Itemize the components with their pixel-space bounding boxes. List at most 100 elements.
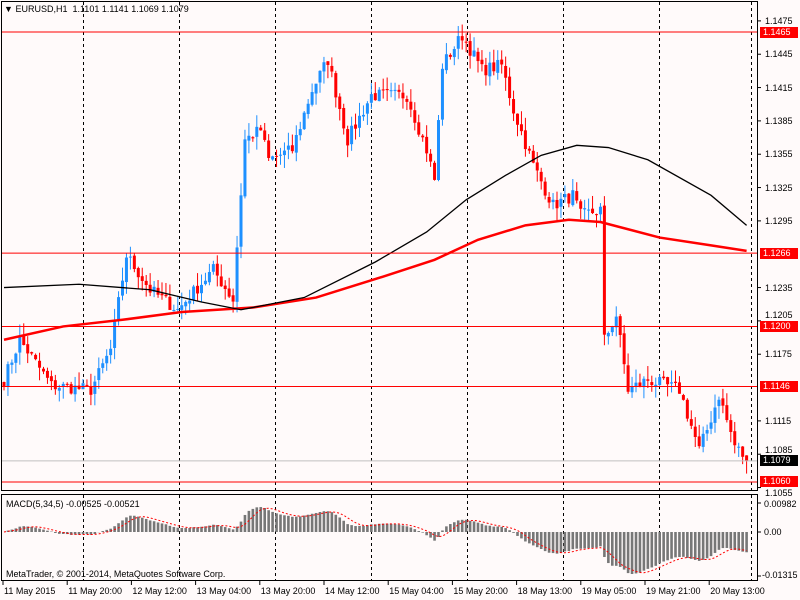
chart-header: ▼ EURUSD,H1 1.1101 1.1141 1.1069 1.1079	[4, 4, 189, 14]
candle-body	[468, 41, 472, 56]
candle-body	[460, 36, 464, 41]
price-tick-label: 1.1235	[765, 282, 793, 293]
candle-body	[140, 276, 144, 281]
macd-histogram-bar	[449, 524, 452, 532]
candle-body	[681, 395, 685, 400]
macd-histogram-bar	[547, 532, 551, 553]
price-tick-label: 1.1475	[765, 15, 793, 26]
macd-histogram-bar	[374, 524, 377, 532]
candle-body	[34, 354, 38, 360]
candle-body	[385, 89, 389, 91]
macd-histogram-bar	[14, 528, 18, 532]
candle-body	[326, 61, 330, 65]
candle-body	[57, 387, 61, 391]
macd-histogram-bar	[334, 514, 338, 532]
time-axis-label: 19 May 05:00	[581, 586, 637, 596]
candle-body	[658, 377, 662, 386]
macd-histogram-bar	[433, 532, 436, 541]
macd-histogram-bar	[413, 529, 417, 532]
candle-body	[275, 155, 279, 157]
candle-body	[298, 129, 302, 136]
macd-histogram-bar	[10, 529, 14, 532]
candle-body	[373, 93, 377, 101]
dropdown-triangle-icon[interactable]: ▼	[4, 4, 13, 14]
macd-histogram-bar	[243, 514, 247, 532]
macd-histogram-bar	[180, 527, 184, 532]
macd-histogram-bar	[741, 532, 744, 552]
macd-histogram-bar	[172, 526, 176, 532]
candle-body	[342, 107, 346, 129]
candle-body	[587, 209, 591, 211]
candle-body	[709, 422, 713, 429]
macd-histogram-bar	[429, 532, 432, 538]
candle-body	[737, 446, 741, 448]
candle-body	[132, 255, 136, 270]
macd-histogram-bar	[196, 527, 199, 532]
candle-body	[117, 297, 121, 320]
candle-body	[354, 124, 358, 129]
candle-body	[516, 113, 519, 125]
candle-body	[448, 54, 452, 57]
macd-histogram-bar	[342, 520, 345, 532]
candle-body	[282, 150, 286, 156]
candle-body	[338, 96, 342, 110]
macd-histogram-bar	[729, 532, 733, 549]
macd-histogram-bar	[188, 528, 191, 532]
candle-body	[409, 101, 413, 110]
candle-body	[109, 348, 113, 356]
candle-body	[622, 333, 626, 365]
macd-histogram-bar	[346, 524, 349, 532]
price-tick-label: 1.1085	[765, 444, 793, 455]
candle-body	[172, 309, 176, 312]
macd-histogram-bar	[263, 507, 266, 532]
candle-body	[6, 364, 10, 387]
macd-histogram-bar	[216, 525, 219, 532]
candle-body	[725, 405, 729, 421]
candle-body	[136, 268, 140, 278]
candle-body	[259, 127, 263, 131]
candle-body	[128, 256, 132, 258]
macd-histogram-bar	[156, 522, 160, 532]
candle-body	[476, 51, 480, 62]
candle-body	[654, 384, 658, 387]
candle-body	[579, 201, 583, 209]
candle-body	[65, 383, 69, 385]
candle-body	[286, 145, 290, 150]
macd-scale-max: 0.00982	[764, 499, 797, 509]
macd-histogram-bar	[93, 532, 97, 534]
macd-histogram-bar	[528, 532, 531, 544]
macd-histogram-bar	[500, 526, 503, 532]
macd-histogram-bar	[484, 525, 488, 532]
candle-body	[670, 382, 674, 384]
level-price-tag: 1.1465	[760, 26, 798, 38]
macd-histogram-bar	[701, 532, 705, 560]
time-axis-label: 13 May 04:00	[196, 586, 252, 596]
macd-histogram-bar	[666, 532, 669, 561]
macd-histogram-bar	[42, 529, 45, 532]
candle-body	[69, 384, 73, 394]
macd-histogram-bar	[713, 532, 717, 553]
macd-histogram-bar	[622, 532, 626, 570]
macd-histogram-bar	[239, 521, 243, 532]
candle-body	[733, 431, 737, 446]
candle-body	[247, 135, 251, 141]
macd-histogram-bar	[437, 532, 440, 537]
macd-histogram-bar	[89, 532, 93, 535]
candle-body	[662, 376, 666, 379]
price-tick-label: 1.1175	[765, 349, 792, 360]
macd-histogram-bar	[626, 532, 630, 574]
candle-body	[113, 320, 117, 348]
candle-body	[2, 381, 6, 387]
candle-body	[595, 214, 598, 216]
candle-body	[539, 171, 543, 182]
candle-body	[618, 316, 622, 335]
symbol-label: EURUSD,H1	[15, 4, 68, 14]
macd-histogram-bar	[148, 520, 152, 532]
candle-body	[271, 156, 275, 160]
macd-histogram-bar	[322, 511, 326, 532]
macd-histogram-bar	[385, 523, 389, 532]
price-tick-label: 1.1445	[765, 49, 793, 60]
macd-histogram-bar	[496, 526, 500, 532]
macd-histogram-bar	[654, 532, 658, 566]
